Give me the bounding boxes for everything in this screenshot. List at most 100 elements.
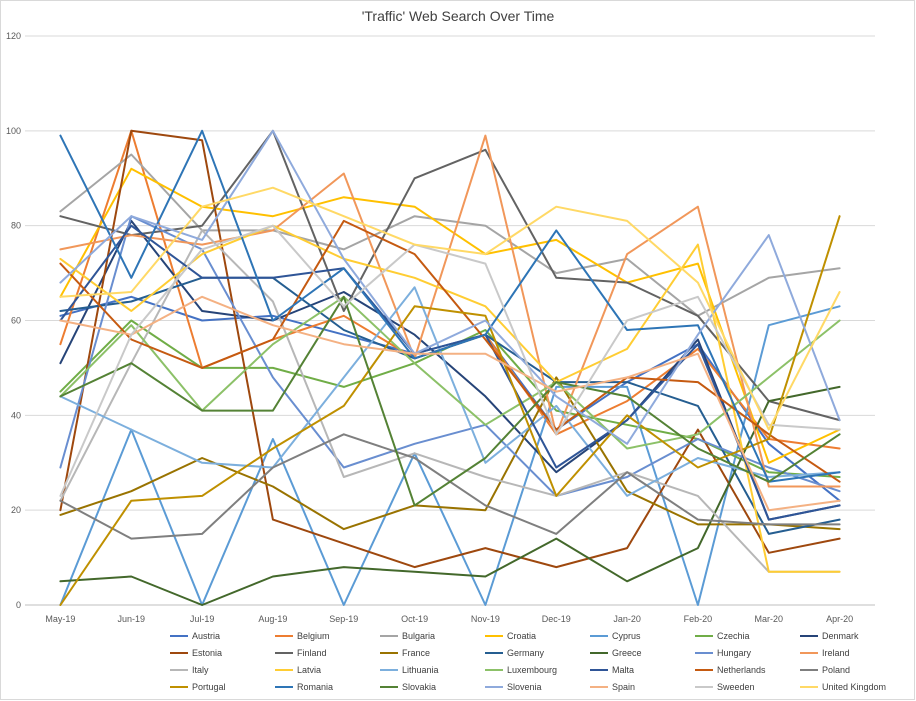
series-line-luxembourg bbox=[59, 295, 841, 450]
legend-entry: Estonia bbox=[170, 648, 222, 658]
legend-label: Estonia bbox=[192, 648, 222, 658]
legend-entry: Poland bbox=[800, 665, 850, 675]
x-tick-label: Dec-19 bbox=[542, 614, 571, 624]
y-tick-label: 40 bbox=[11, 410, 21, 420]
legend-entry: Austria bbox=[170, 631, 220, 641]
legend-entry: Ireland bbox=[800, 648, 850, 658]
legend-entry: Malta bbox=[590, 665, 634, 675]
legend-entry: Slovenia bbox=[485, 682, 542, 692]
x-tick-label: Jun-19 bbox=[117, 614, 145, 624]
legend-entry: Netherlands bbox=[695, 665, 766, 675]
legend-label: Denmark bbox=[822, 631, 859, 641]
legend-entry: France bbox=[380, 648, 430, 658]
y-tick-label: 100 bbox=[6, 126, 21, 136]
legend-label: Romania bbox=[297, 682, 333, 692]
x-tick-label: Feb-20 bbox=[684, 614, 713, 624]
x-tick-label: May-19 bbox=[45, 614, 75, 624]
series-lines bbox=[59, 129, 841, 606]
series-line-denmark bbox=[59, 219, 841, 521]
legend-label: Cyprus bbox=[612, 631, 641, 641]
legend-label: Sweeden bbox=[717, 682, 755, 692]
series-line-sweeden bbox=[59, 224, 841, 497]
legend-entry: Greece bbox=[590, 648, 642, 658]
series-line-malta bbox=[59, 224, 841, 521]
legend-label: Latvia bbox=[297, 665, 321, 675]
legend-label: Ireland bbox=[822, 648, 850, 658]
x-tick-label: Oct-19 bbox=[401, 614, 428, 624]
legend-entry: Cyprus bbox=[590, 631, 641, 641]
legend-label: Hungary bbox=[717, 648, 752, 658]
x-tick-label: Sep-19 bbox=[329, 614, 358, 624]
legend-label: Belgium bbox=[297, 631, 330, 641]
series-line-italy bbox=[59, 229, 841, 573]
legend-label: Lithuania bbox=[402, 665, 439, 675]
series-line-spain bbox=[59, 295, 841, 512]
series-line-cyprus bbox=[59, 305, 841, 606]
legend-entry: Belgium bbox=[275, 631, 330, 641]
legend-label: Bulgaria bbox=[402, 631, 435, 641]
legend-label: Finland bbox=[297, 648, 327, 658]
legend-label: Luxembourg bbox=[507, 665, 557, 675]
legend-label: France bbox=[402, 648, 430, 658]
legend-label: United Kingdom bbox=[822, 682, 886, 692]
series-line-greece bbox=[59, 385, 841, 606]
axes: 0 20 40 60 80 100 120 May-19 Jun-19 Jul-19 Aug-19 S… bbox=[6, 31, 875, 624]
x-tick-label: Nov-19 bbox=[471, 614, 500, 624]
legend-label: Portugal bbox=[192, 682, 226, 692]
gridlines bbox=[25, 35, 875, 511]
legend-label: Poland bbox=[822, 665, 850, 675]
legend: Austria Belgium Bulgaria Croatia Cyprus Czech… bbox=[170, 631, 886, 692]
series-line-croatia bbox=[59, 167, 841, 464]
x-tick-label: Jan-20 bbox=[613, 614, 641, 624]
legend-entry: Slovakia bbox=[380, 682, 436, 692]
y-tick-label: 60 bbox=[11, 316, 21, 326]
series-line-lithuania bbox=[59, 286, 841, 497]
legend-entry: Germany bbox=[485, 648, 545, 658]
series-line-bulgaria bbox=[59, 153, 841, 317]
legend-entry: Luxembourg bbox=[485, 665, 557, 675]
legend-entry: Croatia bbox=[485, 631, 536, 641]
series-line-netherlands bbox=[59, 219, 841, 483]
legend-label: Slovakia bbox=[402, 682, 436, 692]
x-tick-label: Mar-20 bbox=[754, 614, 783, 624]
legend-entry: Denmark bbox=[800, 631, 859, 641]
legend-entry: Lithuania bbox=[380, 665, 439, 675]
legend-entry: Bulgaria bbox=[380, 631, 435, 641]
legend-entry: Romania bbox=[275, 682, 333, 692]
legend-label: Spain bbox=[612, 682, 635, 692]
y-tick-label: 20 bbox=[11, 505, 21, 515]
legend-label: Malta bbox=[612, 665, 634, 675]
legend-entry: Hungary bbox=[695, 648, 752, 658]
legend-entry: United Kingdom bbox=[800, 682, 886, 692]
series-line-united-kingdom bbox=[59, 186, 841, 431]
y-tick-label: 0 bbox=[16, 600, 21, 610]
legend-entry: Italy bbox=[170, 665, 209, 675]
series-line-ireland bbox=[59, 134, 841, 488]
legend-label: Germany bbox=[507, 648, 545, 658]
legend-label: Austria bbox=[192, 631, 220, 641]
chart-title: 'Traffic' Web Search Over Time bbox=[361, 8, 555, 24]
legend-label: Italy bbox=[192, 665, 209, 675]
legend-entry: Portugal bbox=[170, 682, 226, 692]
y-tick-label: 80 bbox=[11, 221, 21, 231]
series-line-slovakia bbox=[59, 295, 841, 507]
legend-entry: Finland bbox=[275, 648, 327, 658]
legend-entry: Spain bbox=[590, 682, 635, 692]
legend-label: Czechia bbox=[717, 631, 750, 641]
x-tick-label: Apr-20 bbox=[826, 614, 853, 624]
series-line-portugal bbox=[59, 215, 841, 606]
legend-entry: Sweeden bbox=[695, 682, 755, 692]
series-line-estonia bbox=[59, 129, 841, 569]
legend-entry: Czechia bbox=[695, 631, 750, 641]
legend-label: Croatia bbox=[507, 631, 536, 641]
y-tick-label: 120 bbox=[6, 31, 21, 41]
legend-entry: Latvia bbox=[275, 665, 321, 675]
legend-label: Greece bbox=[612, 648, 642, 658]
x-tick-label: Aug-19 bbox=[258, 614, 287, 624]
legend-label: Netherlands bbox=[717, 665, 766, 675]
x-tick-label: Jul-19 bbox=[190, 614, 215, 624]
series-line-romania bbox=[59, 129, 841, 483]
legend-label: Slovenia bbox=[507, 682, 542, 692]
series-line-finland bbox=[59, 129, 841, 422]
